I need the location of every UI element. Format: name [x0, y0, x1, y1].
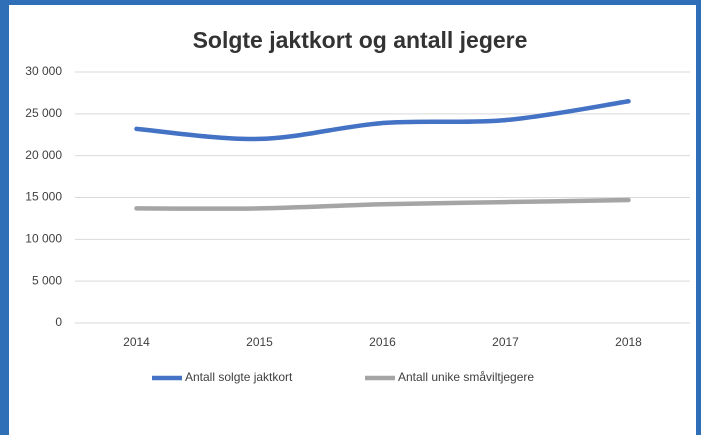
y-tick-label: 25 000 — [25, 106, 62, 120]
x-tick-label: 2015 — [246, 335, 273, 349]
x-tick-label: 2014 — [123, 335, 150, 349]
y-tick-label: 30 000 — [25, 64, 62, 78]
y-tick-label: 5 000 — [32, 273, 62, 287]
y-tick-label: 15 000 — [25, 190, 62, 204]
x-tick-label: 2018 — [615, 335, 642, 349]
y-tick-label: 20 000 — [25, 148, 62, 162]
frame-left — [0, 0, 9, 435]
frame-top — [0, 0, 701, 5]
x-tick-label: 2017 — [492, 335, 519, 349]
series-line — [134, 197, 631, 211]
series-line — [134, 99, 631, 142]
legend-label: Antall solgte jaktkort — [185, 370, 293, 384]
frame-right — [696, 0, 701, 435]
y-tick-label: 0 — [55, 315, 62, 329]
x-tick-label: 2016 — [369, 335, 396, 349]
chart-title: Solgte jaktkort og antall jegere — [193, 27, 528, 53]
legend-label: Antall unike småviltjegere — [398, 370, 534, 384]
y-tick-label: 10 000 — [25, 232, 62, 246]
